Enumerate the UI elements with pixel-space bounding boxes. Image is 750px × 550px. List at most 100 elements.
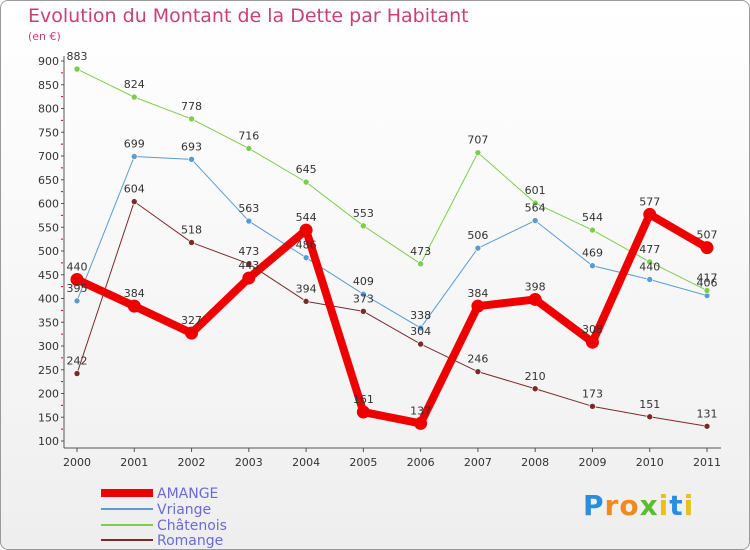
x-tick-label: 2006: [407, 456, 435, 469]
data-point-châtenois: [703, 287, 711, 294]
data-label-amange: 507: [697, 229, 718, 242]
data-point-vriange: [531, 217, 539, 224]
data-point-amange: [242, 271, 256, 285]
x-tick-label: 2009: [578, 456, 606, 469]
y-tick-label: 100: [38, 435, 59, 448]
data-label-amange: 443: [238, 259, 259, 272]
data-label-vriange: 564: [525, 202, 546, 215]
data-point-vriange: [302, 254, 310, 261]
data-point-romange: [188, 239, 195, 246]
data-label-romange: 304: [410, 325, 431, 338]
data-point-romange: [360, 308, 367, 315]
data-point-châtenois: [646, 258, 654, 266]
y-tick-label: 850: [38, 79, 59, 92]
data-label-romange: 604: [124, 183, 145, 196]
x-tick-label: 2001: [120, 456, 148, 469]
data-label-châtenois: 601: [525, 184, 546, 197]
y-tick-label: 150: [38, 411, 59, 424]
data-point-romange: [703, 422, 711, 430]
y-tick-label: 350: [38, 316, 59, 329]
data-label-châtenois: 716: [238, 129, 259, 142]
data-point-châtenois: [474, 149, 482, 156]
data-label-vriange: 486: [296, 239, 317, 252]
brand-letter: i: [683, 489, 695, 522]
data-label-châtenois: 645: [296, 163, 317, 176]
x-tick-label: 2002: [178, 456, 206, 469]
data-point-romange: [589, 403, 596, 410]
data-point-amange: [185, 326, 199, 340]
legend-label-châtenois: Châtenois: [157, 518, 227, 534]
data-label-amange: 544: [296, 211, 317, 224]
data-label-romange: 246: [467, 353, 488, 366]
data-label-romange: 518: [181, 223, 202, 236]
data-point-amange: [127, 299, 141, 313]
data-label-amange: 384: [124, 287, 145, 300]
data-label-amange: 137: [410, 404, 431, 417]
y-tick-label: 900: [38, 55, 59, 68]
data-point-châtenois: [302, 178, 310, 186]
data-label-romange: 173: [582, 387, 603, 400]
data-label-châtenois: 707: [467, 134, 488, 147]
data-label-amange: 308: [582, 323, 603, 336]
x-tick-label: 2010: [636, 456, 664, 469]
data-label-vriange: 693: [181, 140, 202, 153]
data-point-romange: [646, 413, 654, 421]
x-tick-label: 2005: [349, 456, 377, 469]
data-label-vriange: 409: [353, 275, 374, 288]
y-tick-label: 700: [38, 150, 59, 163]
data-label-vriange: 395: [67, 282, 88, 295]
y-tick-label: 450: [38, 269, 59, 282]
brand-letter: P: [583, 489, 605, 522]
data-label-amange: 327: [181, 314, 202, 327]
x-tick-label: 2004: [292, 456, 320, 469]
data-label-vriange: 469: [582, 247, 603, 260]
data-point-châtenois: [188, 115, 195, 123]
chart-title: Evolution du Montant de la Dette par Hab…: [28, 5, 469, 27]
data-point-vriange: [130, 153, 138, 160]
x-tick-label: 2008: [521, 456, 549, 469]
data-label-vriange: 563: [238, 202, 259, 215]
data-point-romange: [245, 260, 253, 268]
series-line-vriange: [76, 155, 708, 329]
data-point-amange: [643, 207, 657, 221]
data-label-vriange: 699: [124, 137, 145, 150]
data-label-romange: 394: [296, 282, 317, 295]
x-tick-label: 2003: [235, 456, 263, 469]
y-tick-label: 250: [38, 364, 59, 377]
data-label-romange: 210: [525, 370, 546, 383]
data-point-amange: [585, 335, 599, 349]
data-point-romange: [531, 385, 539, 393]
y-tick-label: 800: [38, 103, 59, 116]
data-point-amange: [70, 273, 84, 286]
y-tick-label: 550: [38, 221, 59, 234]
y-tick-label: 600: [38, 198, 59, 211]
data-point-châtenois: [531, 199, 539, 207]
data-label-châtenois: 473: [410, 245, 431, 258]
data-point-châtenois: [360, 222, 367, 230]
data-label-romange: 151: [639, 398, 660, 411]
data-point-vriange: [360, 290, 367, 298]
data-point-vriange: [589, 262, 596, 270]
data-label-vriange: 406: [697, 277, 718, 290]
data-label-romange: 242: [67, 355, 88, 368]
data-point-amange: [299, 223, 313, 237]
data-point-vriange: [245, 217, 253, 225]
brand-letter: t: [669, 489, 684, 522]
legend-label-vriange: Vriange: [157, 502, 211, 518]
legend-label-romange: Romange: [157, 533, 223, 549]
brand-letter: r: [604, 489, 620, 522]
data-point-amange: [356, 405, 370, 419]
brand-letter: x: [639, 489, 659, 522]
data-point-romange: [302, 298, 310, 305]
data-label-romange: 131: [697, 407, 718, 420]
data-label-vriange: 440: [639, 261, 660, 274]
data-label-amange: 398: [525, 280, 546, 293]
data-label-châtenois: 553: [353, 207, 374, 220]
series-line-romange: [76, 201, 708, 427]
data-label-vriange: 338: [410, 309, 431, 322]
data-point-châtenois: [417, 260, 424, 268]
data-point-romange: [417, 340, 424, 348]
y-tick-label: 300: [38, 340, 59, 353]
